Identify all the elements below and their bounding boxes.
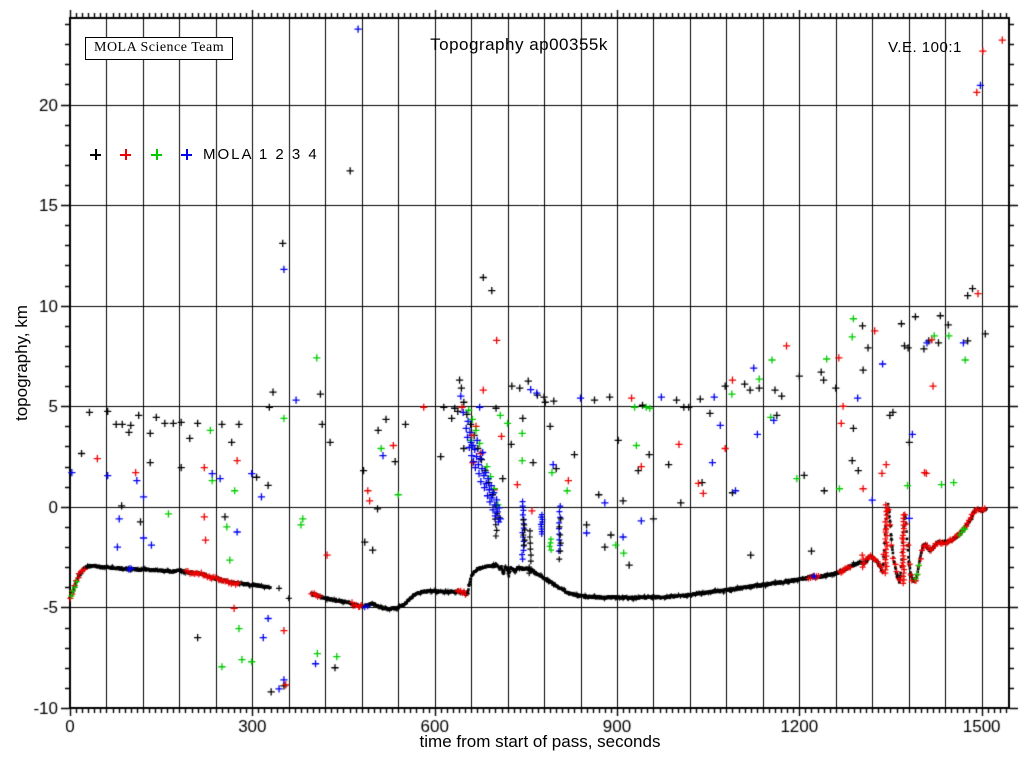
legend-label: MOLA 1 2 3 4 [203, 146, 319, 163]
legend-marker-mola1-plus-icon [90, 149, 101, 160]
legend-marker-mola4-plus-icon [181, 149, 192, 160]
legend-marker-mola3-plus-icon [151, 149, 162, 160]
legend-marker-mola2-plus-icon [120, 149, 131, 160]
science-team-box: MOLA Science Team [85, 37, 234, 60]
x-axis-title: time from start of pass, seconds [419, 732, 661, 751]
page-title: Topography ap00355k [430, 35, 608, 54]
vertical-exaggeration-label: V.E. 100:1 [888, 39, 962, 56]
y-axis-title: topography, km [12, 305, 31, 421]
science-team-label: MOLA Science Team [94, 40, 225, 55]
